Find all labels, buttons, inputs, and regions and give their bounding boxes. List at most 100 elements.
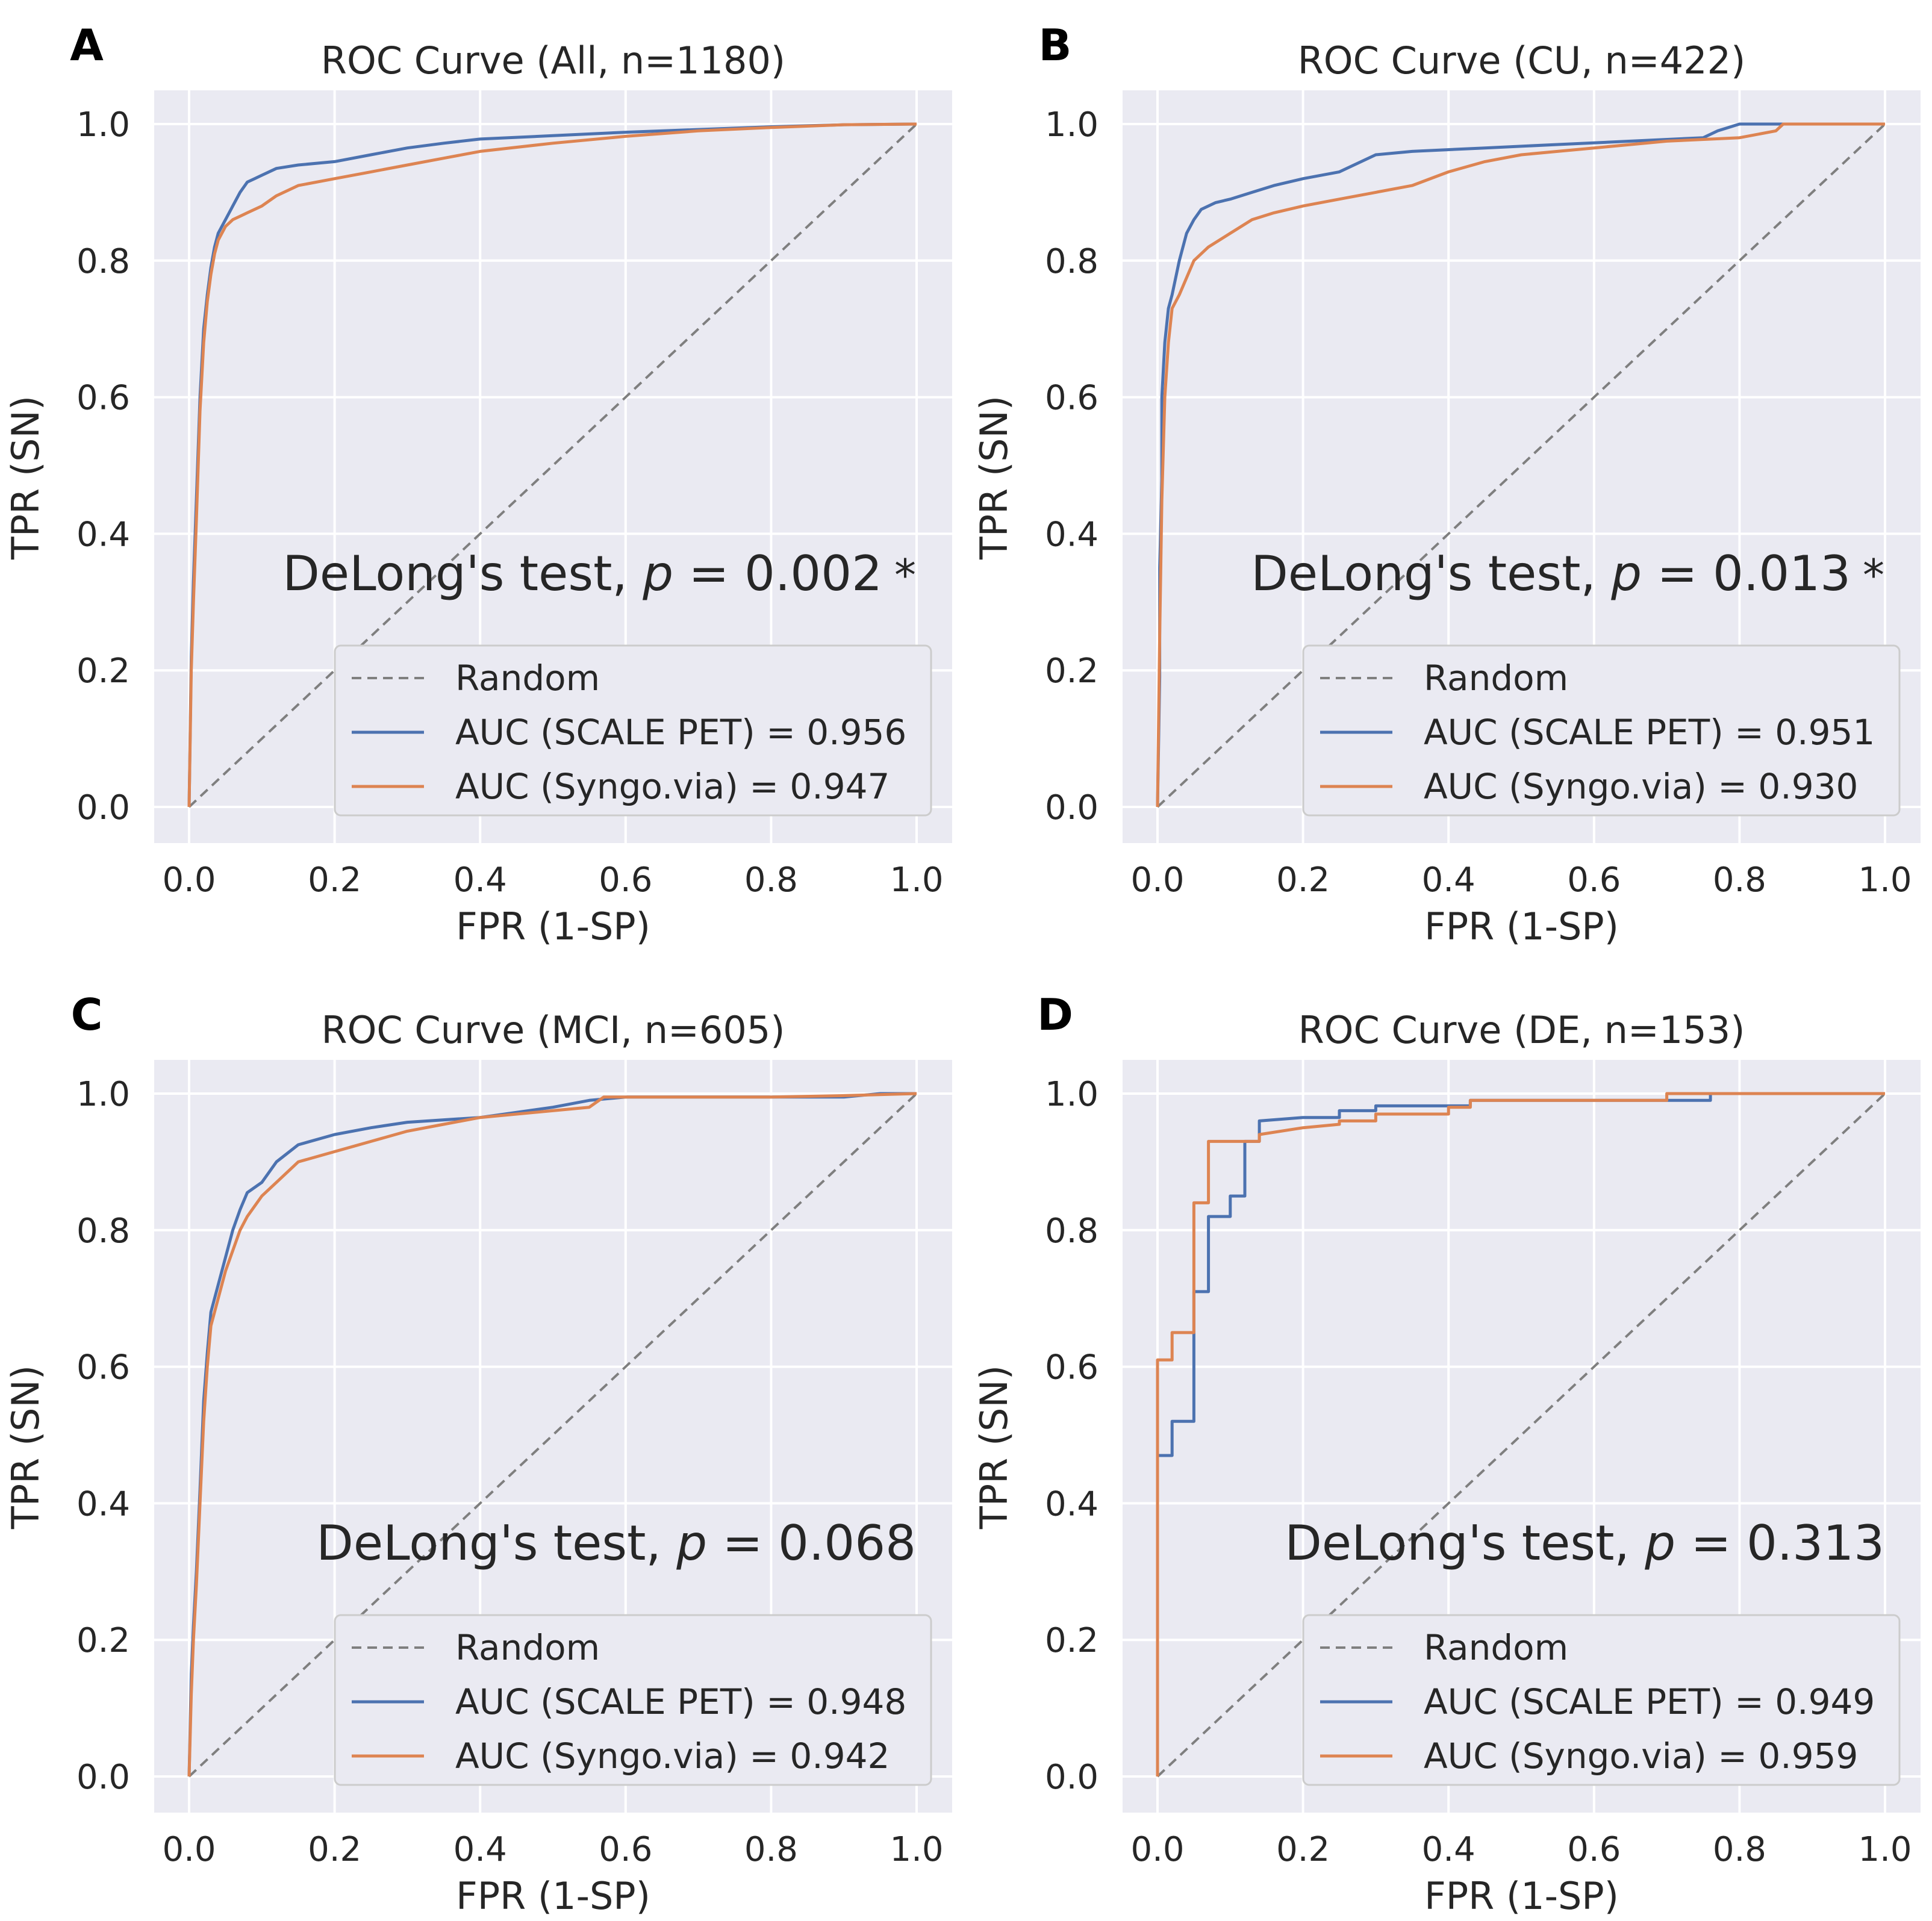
legend-entry-scale-pet-label: AUC (SCALE PET) = 0.951 — [1424, 712, 1875, 753]
legend-entry-syngo-via-label: AUC (Syngo.via) = 0.930 — [1424, 766, 1858, 807]
annotation-value: = 0.013 — [1642, 546, 1851, 602]
x-tick-label: 0.4 — [453, 861, 507, 900]
x-tick-label: 0.8 — [1713, 861, 1766, 900]
y-tick-label: 0.4 — [1045, 1484, 1098, 1524]
x-tick-label: 0.4 — [1422, 1830, 1475, 1869]
x-tick-label: 0.2 — [1276, 861, 1330, 900]
x-tick-label: 0.6 — [1567, 1830, 1621, 1869]
x-tick-label: 0.6 — [599, 861, 652, 900]
delong-annotation: DeLong's test, p = 0.313 — [1285, 1515, 1884, 1571]
legend-entry-syngo-via-label: AUC (Syngo.via) = 0.959 — [1424, 1736, 1858, 1776]
legend-entry-random-label: Random — [455, 658, 600, 699]
annotation-value: = 0.002 — [673, 546, 882, 602]
chart-title: ROC Curve (MCI, n=605) — [322, 1008, 785, 1052]
x-tick-label: 0.0 — [1130, 861, 1184, 900]
delong-annotation: DeLong's test, p = 0.013 * — [1251, 546, 1884, 602]
legend-entry-scale-pet-label: AUC (SCALE PET) = 0.956 — [455, 712, 906, 753]
y-axis-label: TPR (SN) — [972, 1365, 1016, 1530]
x-tick-label: 0.0 — [1130, 1830, 1184, 1869]
legend-entry-scale-pet-label: AUC (SCALE PET) = 0.948 — [455, 1681, 906, 1722]
panel-letter: A — [70, 20, 104, 70]
y-tick-label: 0.2 — [76, 652, 130, 691]
legend-entry-syngo-via-label: AUC (Syngo.via) = 0.947 — [455, 766, 890, 807]
annotation-prefix: DeLong's test, — [282, 546, 643, 602]
annotation-p-symbol: p — [642, 546, 673, 602]
significance-star: * — [894, 550, 916, 600]
random-line — [188, 1092, 918, 1778]
y-tick-label: 0.2 — [1045, 1621, 1098, 1660]
panel-letter: C — [71, 989, 103, 1040]
y-tick-label: 0.6 — [1045, 379, 1098, 418]
x-tick-label: 0.2 — [308, 861, 361, 900]
x-tick-label: 0.0 — [162, 1830, 216, 1869]
y-tick-label: 0.4 — [76, 1484, 130, 1524]
y-tick-label: 1.0 — [1045, 105, 1098, 145]
y-tick-label: 1.0 — [76, 1075, 130, 1114]
legend-entry-random-label: Random — [1424, 658, 1568, 699]
annotation-prefix: DeLong's test, — [316, 1515, 676, 1571]
chart-title: ROC Curve (DE, n=153) — [1298, 1008, 1745, 1052]
annotation-value: = 0.068 — [707, 1515, 916, 1571]
random-line — [1156, 123, 1886, 808]
y-tick-label: 0.0 — [1045, 1758, 1098, 1797]
legend-entry-syngo-via-label: AUC (Syngo.via) = 0.942 — [455, 1736, 890, 1776]
annotation-p-symbol: p — [1644, 1515, 1675, 1571]
y-tick-label: 1.0 — [1045, 1075, 1098, 1114]
scale-pet-roc-line — [1156, 122, 1885, 808]
legend-box — [334, 644, 932, 817]
y-tick-label: 0.0 — [1045, 788, 1098, 827]
y-tick-label: 0.0 — [76, 1758, 130, 1797]
y-tick-label: 0.8 — [1045, 242, 1098, 281]
legend-box — [1302, 644, 1901, 817]
y-tick-label: 0.4 — [1045, 515, 1098, 554]
legend-box — [1302, 1614, 1901, 1786]
legend-entry-scale-pet-label: AUC (SCALE PET) = 0.949 — [1424, 1681, 1875, 1722]
syngo-via-roc-line — [1156, 1092, 1885, 1776]
x-tick-label: 1.0 — [1858, 861, 1912, 900]
y-tick-label: 0.6 — [1045, 1348, 1098, 1387]
y-axis-label: TPR (SN) — [4, 396, 48, 560]
x-tick-label: 0.0 — [162, 861, 216, 900]
x-tick-label: 0.2 — [308, 1830, 361, 1869]
y-tick-label: 0.0 — [76, 788, 130, 827]
x-tick-label: 0.8 — [744, 1830, 798, 1869]
legend-box — [334, 1614, 932, 1786]
random-line — [188, 123, 918, 808]
legend-entry-random-label: Random — [1424, 1627, 1568, 1668]
syngo-via-roc-line — [187, 1092, 917, 1777]
significance-star: * — [1863, 550, 1884, 600]
panel-letter: B — [1039, 20, 1072, 70]
x-tick-label: 1.0 — [890, 861, 943, 900]
legend-entry-random-label: Random — [455, 1627, 600, 1668]
panel-c: 0.0 0.2 0.4 0.6 0.8 1.0 0.0 0.2 0.4 0.6 0.8 1.0 ROC … — [4, 989, 952, 1918]
chart-title: ROC Curve (CU, n=422) — [1298, 39, 1746, 83]
annotation-p-symbol: p — [1610, 546, 1642, 602]
x-tick-label: 0.8 — [744, 861, 798, 900]
x-axis-label: FPR (1-SP) — [456, 1874, 650, 1918]
panel-letter: D — [1037, 989, 1073, 1040]
chart-title: ROC Curve (All, n=1180) — [321, 39, 785, 83]
x-tick-label: 0.2 — [1276, 1830, 1330, 1869]
panel-b: 0.0 0.2 0.4 0.6 0.8 1.0 0.0 0.2 0.4 0.6 0.8 1.0 ROC … — [972, 20, 1921, 948]
x-tick-label: 1.0 — [890, 1830, 943, 1869]
y-tick-label: 0.8 — [76, 1212, 130, 1251]
delong-annotation: DeLong's test, p = 0.068 — [316, 1515, 916, 1571]
y-tick-label: 0.8 — [76, 242, 130, 281]
random-line — [1156, 1092, 1886, 1778]
y-tick-label: 0.6 — [76, 1348, 130, 1387]
y-tick-label: 0.2 — [76, 1621, 130, 1660]
syngo-via-roc-line — [1156, 122, 1885, 808]
y-axis-label: TPR (SN) — [4, 1365, 48, 1530]
annotation-value: = 0.313 — [1675, 1515, 1884, 1571]
annotation-prefix: DeLong's test, — [1251, 546, 1611, 602]
syngo-via-roc-line — [187, 122, 917, 808]
y-tick-label: 1.0 — [76, 105, 130, 145]
x-axis-label: FPR (1-SP) — [456, 904, 650, 948]
x-tick-label: 0.6 — [599, 1830, 652, 1869]
panel-a: 0.0 0.2 0.4 0.6 0.8 1.0 0.0 0.2 0.4 0.6 0.8 1.0 ROC … — [4, 20, 952, 948]
y-tick-label: 0.8 — [1045, 1212, 1098, 1251]
x-tick-label: 0.4 — [1422, 861, 1475, 900]
x-tick-label: 0.6 — [1567, 861, 1621, 900]
x-axis-label: FPR (1-SP) — [1424, 1874, 1619, 1918]
